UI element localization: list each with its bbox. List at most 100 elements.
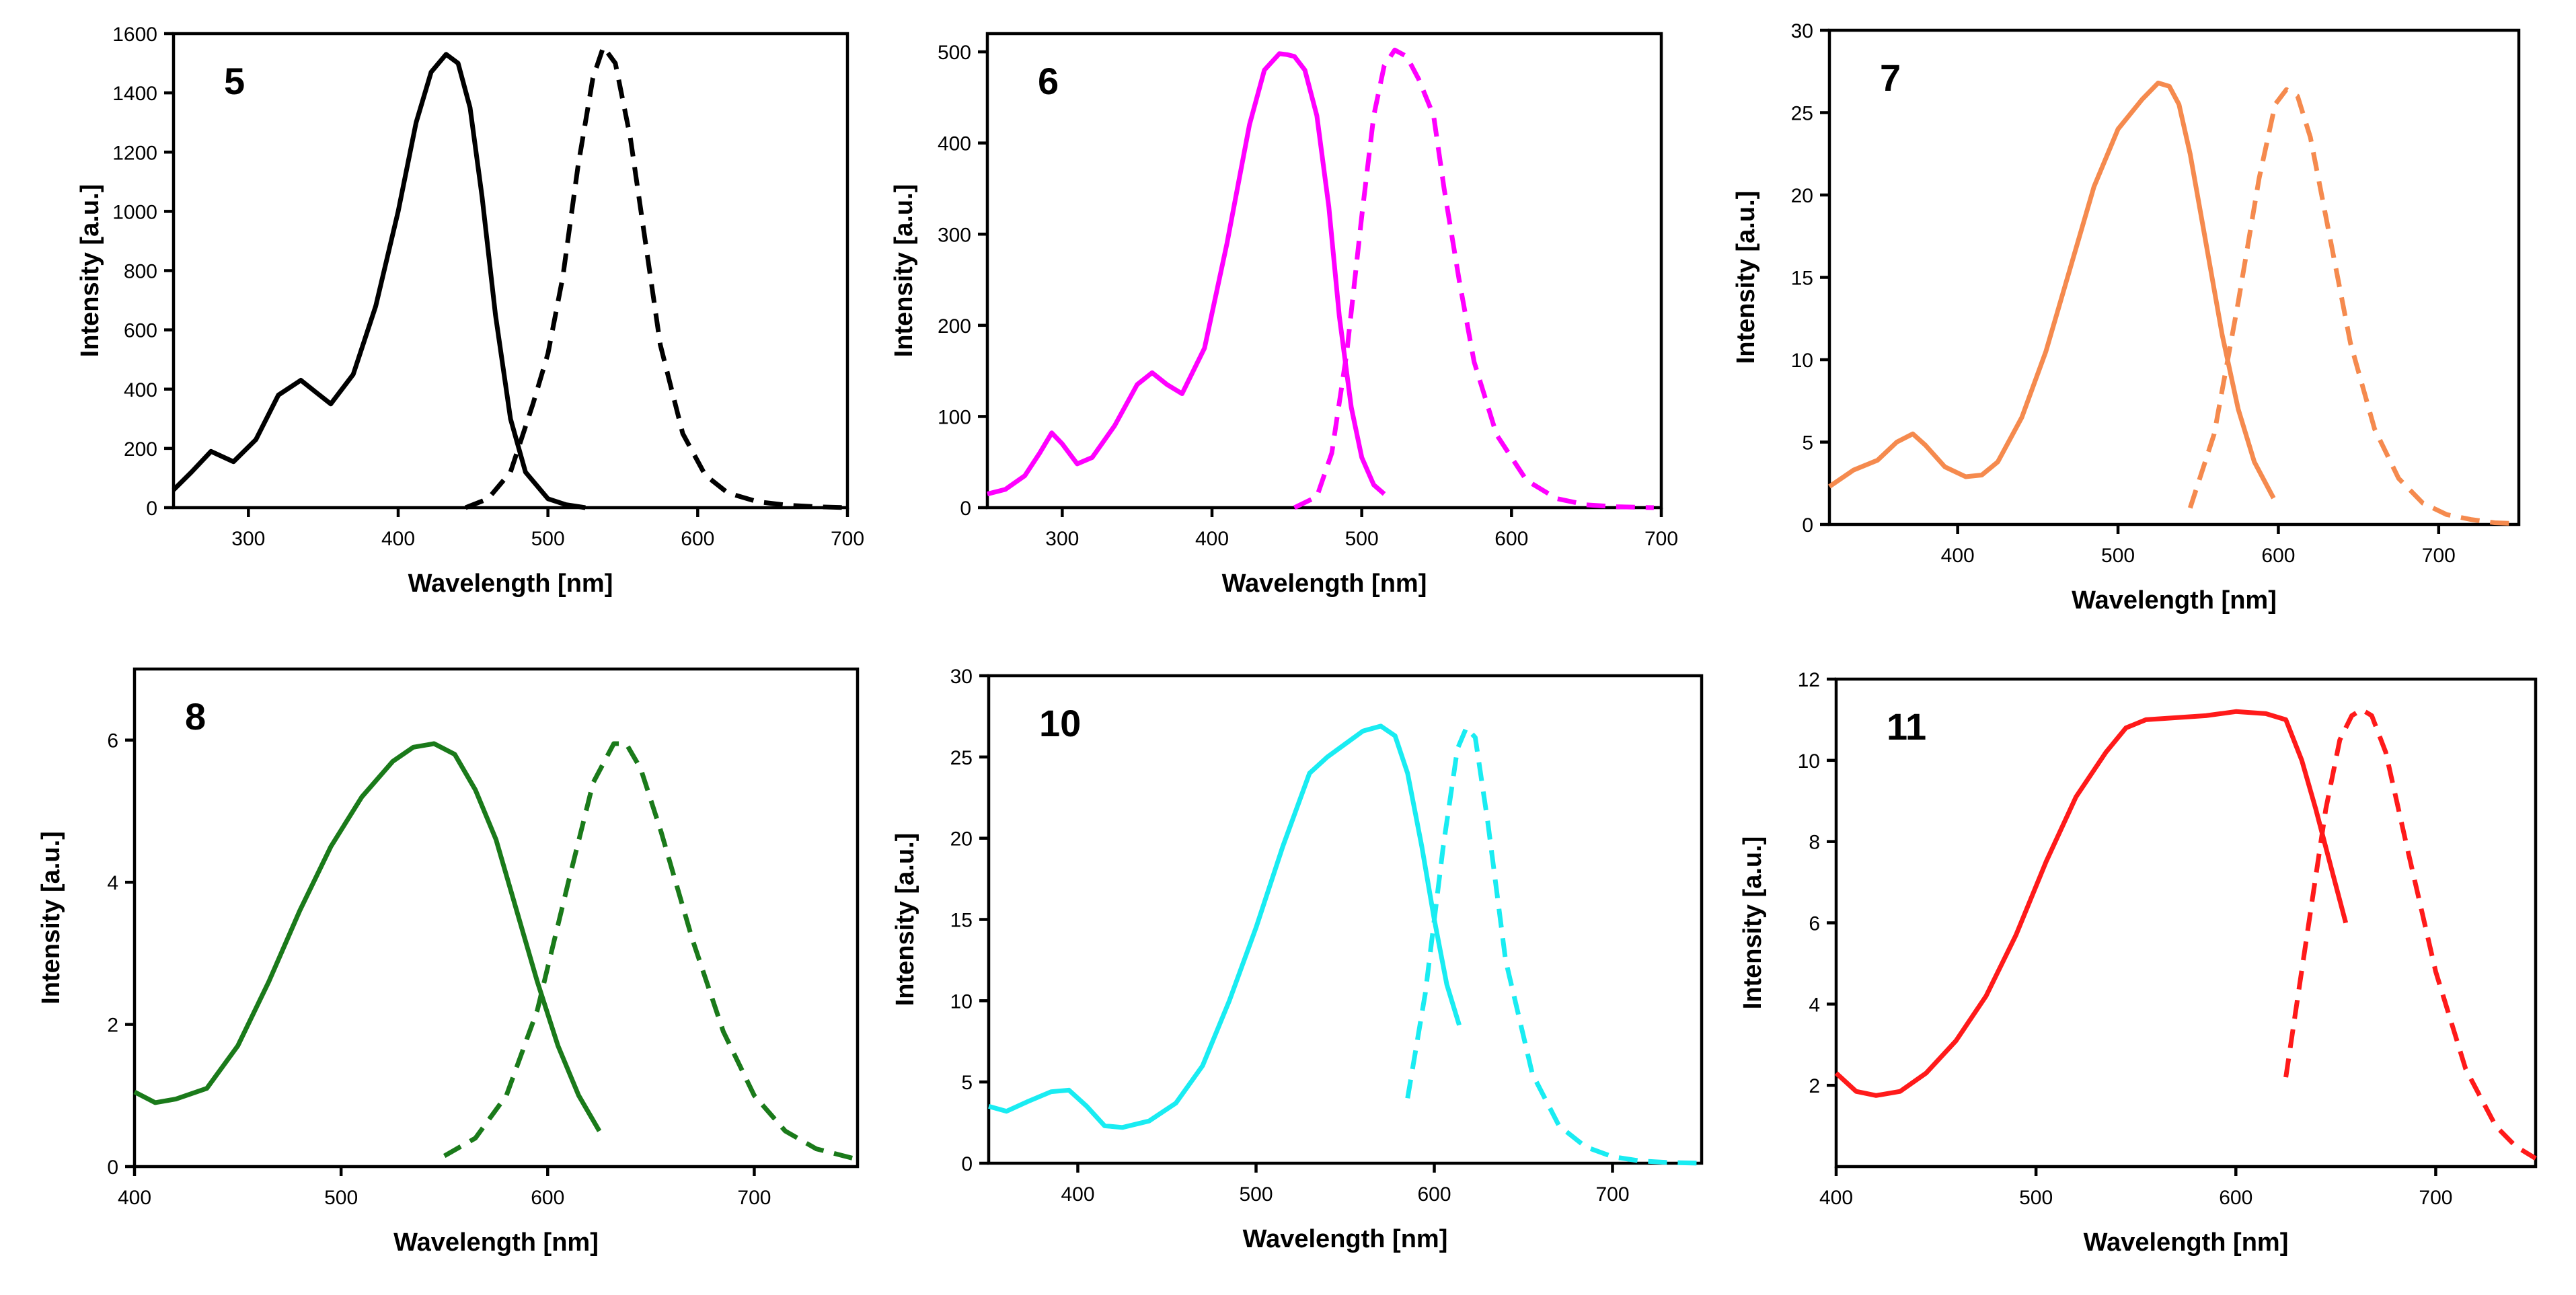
x-tick-label: 500 [531,528,565,550]
y-tick-label: 10 [950,990,973,1013]
x-tick-label: 700 [2419,1187,2452,1209]
x-tick-label: 700 [2422,545,2456,567]
panel-number-label: 10 [1039,702,1081,744]
y-tick-label: 5 [1802,432,1813,455]
chart-panel-10: 400 500 600 700 0 5 10 15 20 25 30 Wavelength [nm] I… [891,666,1704,1253]
y-tick-label: 1000 [112,201,157,223]
x-tick-label: 600 [2261,545,2295,567]
y-axis-title: Intensity [a.u.] [1739,836,1767,1010]
y-tick-label: 30 [950,666,973,688]
x-tick-label: 300 [231,528,265,550]
y-tick-label: 1400 [112,83,157,105]
y-tick-label: 6 [1809,913,1820,935]
x-tick-label: 500 [2019,1187,2053,1209]
y-tick-label: 800 [124,261,157,283]
y-tick-label: 100 [938,406,971,428]
y-tick-label: 15 [1791,268,1813,290]
chart-panel-6: 300 400 500 600 700 0 100 200 300 400 500 Wavelengt… [890,32,1678,598]
plot-frame [985,32,1663,510]
x-tick-label: 400 [118,1187,151,1209]
excitation-line [988,723,1462,1130]
y-tick-label: 5 [961,1072,973,1094]
chart-panel-7: 400 500 600 700 0 5 10 15 20 25 30 Wavelength [nm] I… [1732,20,2521,615]
y-tick-label: 30 [1791,20,1813,42]
y-tick-label: 10 [1798,750,1820,773]
x-tick-label: 400 [381,528,415,550]
excitation-line [172,52,586,510]
y-tick-label: 25 [950,747,973,769]
y-tick-label: 20 [950,828,973,851]
panel-number-label: 6 [1038,60,1059,102]
emission-line [443,741,858,1162]
excitation-line [1828,80,2276,500]
y-tick-label: 0 [1802,514,1813,537]
plot-frame [987,674,1704,1165]
panel-number-label: 7 [1880,56,1901,99]
plot-frame [1834,677,2538,1169]
y-tick-label: 500 [938,42,971,64]
x-tick-label: 400 [1061,1183,1094,1206]
x-tick-label: 400 [1941,545,1975,567]
panel-number-label: 11 [1887,705,1926,748]
x-tick-label: 400 [1195,528,1229,550]
y-tick-label: 15 [950,910,973,932]
y-tick-label: 600 [124,320,157,342]
x-tick-label: 700 [1595,1183,1629,1206]
y-tick-label: 4 [1809,994,1820,1016]
x-tick-label: 700 [1644,528,1678,550]
x-axis-title: Wavelength [nm] [2084,1228,2289,1257]
y-tick-label: 2 [107,1015,118,1037]
chart-panel-5: 300 400 500 600 700 0 200 400 600 800 1000 1200 1400… [76,24,864,598]
x-tick-label: 700 [831,528,864,550]
x-axis-title: Wavelength [nm] [1243,1225,1448,1253]
y-tick-label: 400 [124,379,157,401]
y-tick-label: 25 [1791,103,1813,125]
excitation-line [987,51,1386,497]
plot-frame [172,32,849,510]
emission-line [1405,725,1702,1166]
y-tick-label: 2 [1809,1075,1820,1097]
chart-panel-11: 400 500 600 700 2 4 6 8 10 12 Wavelength [nm] Inten… [1739,669,2538,1257]
y-axis-title: Intensity [a.u.] [891,833,919,1007]
x-tick-label: 300 [1045,528,1079,550]
excitation-line [1834,709,2349,1098]
x-tick-label: 600 [531,1187,564,1209]
y-axis-title: Intensity [a.u.] [1732,191,1760,364]
emission-line [2187,87,2520,526]
x-axis-title: Wavelength [nm] [2072,586,2277,615]
y-axis-title: Intensity [a.u.] [37,831,65,1005]
x-tick-label: 400 [1819,1187,1853,1209]
y-tick-label: 400 [938,133,971,155]
y-tick-label: 12 [1798,669,1820,691]
x-axis-title: Wavelength [nm] [408,570,613,598]
y-tick-label: 1600 [112,24,157,46]
y-axis-title: Intensity [a.u.] [890,184,918,358]
x-tick-label: 500 [1239,1183,1273,1206]
y-tick-label: 300 [938,224,971,246]
excitation-line [133,741,602,1132]
x-axis-title: Wavelength [nm] [393,1228,599,1257]
x-tick-label: 500 [324,1187,358,1209]
emission-line [1293,47,1654,510]
x-tick-label: 500 [1345,528,1379,550]
y-tick-label: 10 [1791,350,1813,372]
panel-number-label: 8 [185,695,206,738]
y-tick-label: 0 [960,498,971,520]
panel-number-label: 5 [224,60,245,102]
y-tick-label: 0 [146,498,157,520]
y-tick-label: 20 [1791,185,1813,207]
x-tick-label: 600 [1494,528,1528,550]
x-tick-label: 600 [1417,1183,1451,1206]
plot-frame [132,667,860,1169]
chart-panel-8: 400 500 600 700 0 2 4 6 Wavelength [nm] Intensity… [37,667,860,1257]
y-tick-label: 200 [938,315,971,338]
x-tick-label: 600 [681,528,714,550]
y-tick-label: 200 [124,438,157,461]
y-tick-label: 6 [107,730,118,752]
x-tick-label: 700 [737,1187,771,1209]
emission-line [464,44,848,510]
y-tick-label: 4 [107,872,118,894]
y-tick-label: 0 [107,1156,118,1179]
emission-line [2283,707,2537,1161]
